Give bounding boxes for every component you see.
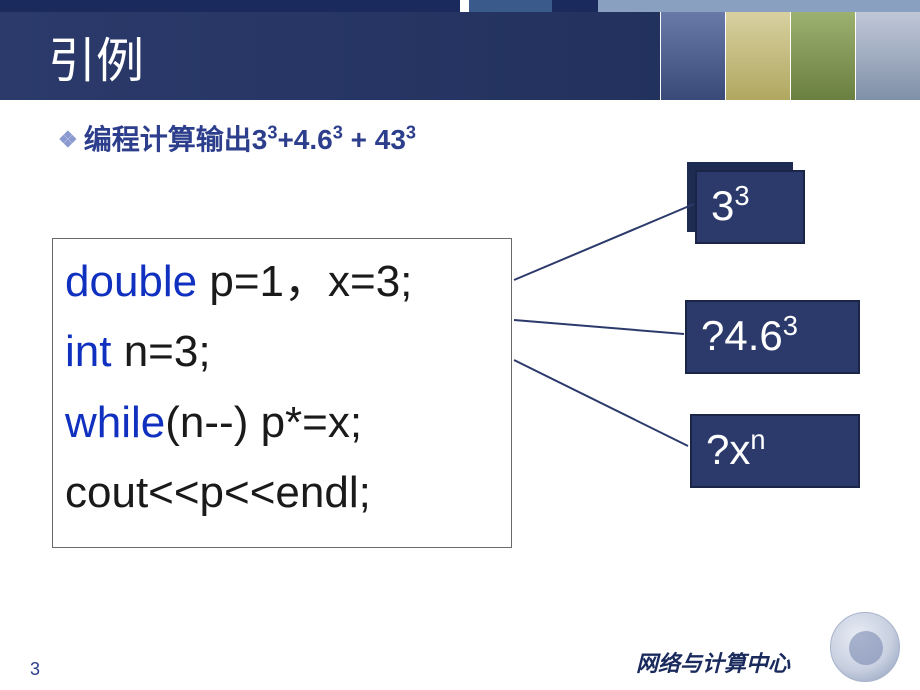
decor-tile [725, 12, 790, 100]
keyword-while: while [65, 398, 165, 447]
code-text: p=1，x=3; [197, 257, 412, 306]
code-text: (n--) p*=x; [165, 398, 362, 447]
top-decor-strip [0, 0, 920, 12]
title-bar: 引例 [0, 12, 920, 100]
code-text: n=3; [111, 327, 210, 376]
title-decor [660, 12, 920, 100]
footer-org: 网络与计算中心 [636, 646, 790, 678]
slide-title: 引例 [48, 21, 144, 91]
code-line-1: double p=1，x=3; [65, 247, 499, 317]
decor-tile [660, 12, 725, 100]
university-logo [830, 612, 900, 682]
keyword-int: int [65, 327, 111, 376]
code-line-2: int n=3; [65, 317, 499, 387]
annotation-box-3: ?xn [690, 414, 860, 488]
decor-tile [855, 12, 920, 100]
decor-tile [790, 12, 855, 100]
annotation-box-1: 33 [695, 170, 805, 244]
bullet-icon: ❖ [58, 127, 78, 153]
keyword-double: double [65, 257, 197, 306]
page-number: 3 [30, 659, 40, 680]
task-prompt: ❖编程计算输出33+4.63 + 433 [58, 118, 416, 158]
code-line-4: cout<<p<<endl; [65, 458, 499, 528]
prompt-expression: 33+4.63 + 433 [252, 124, 416, 155]
code-box: double p=1，x=3; int n=3; while(n--) p*=x… [52, 238, 512, 548]
prompt-prefix: 编程计算输出 [84, 124, 252, 155]
code-line-3: while(n--) p*=x; [65, 388, 499, 458]
annotation-box-2: ?4.63 [685, 300, 860, 374]
